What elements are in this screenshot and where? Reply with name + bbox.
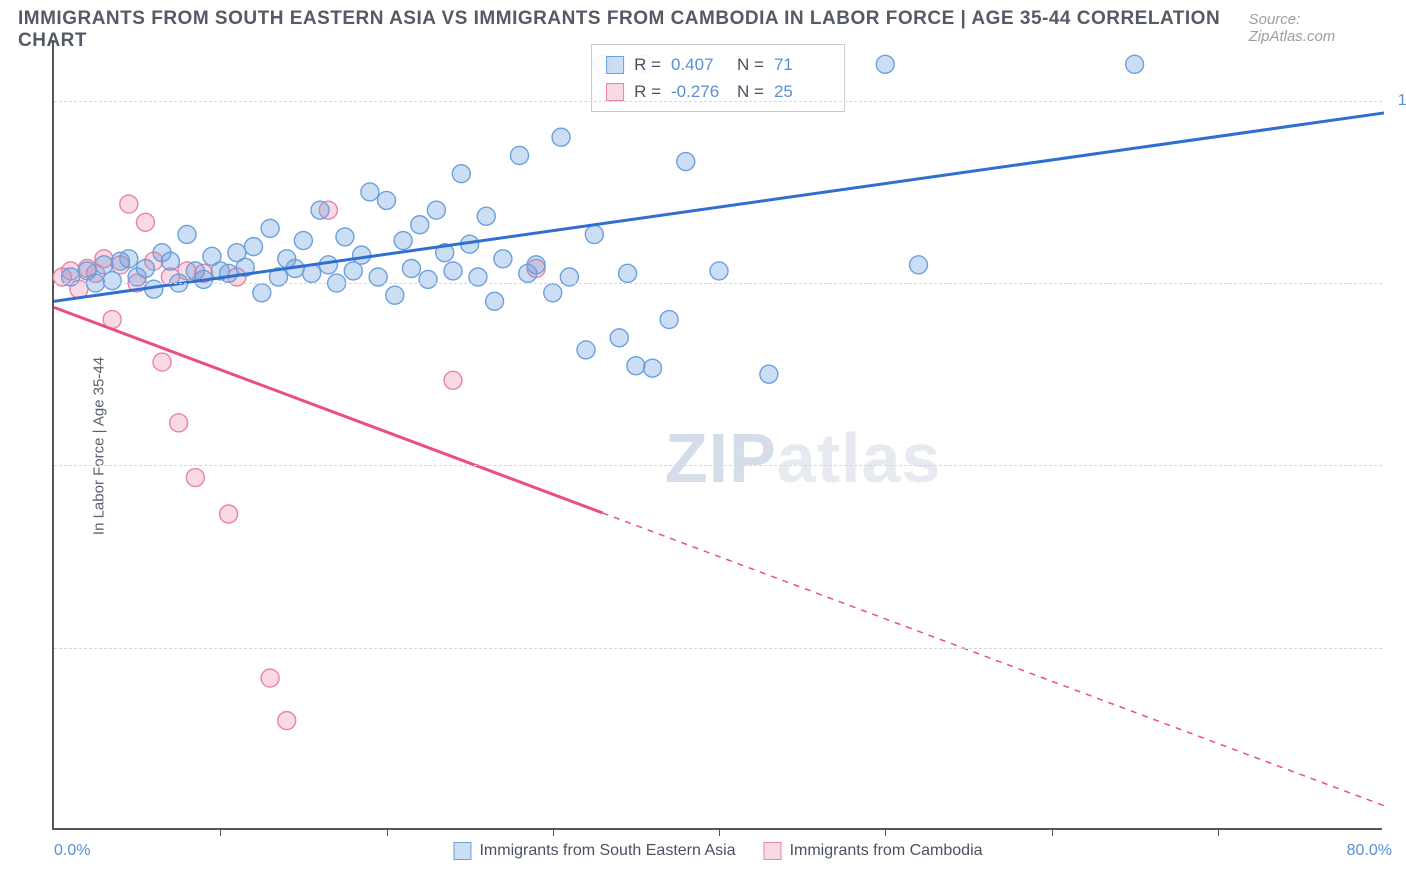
data-point: [120, 195, 138, 213]
data-point: [486, 292, 504, 310]
data-point: [161, 252, 179, 270]
data-point: [511, 146, 529, 164]
data-point: [120, 250, 138, 268]
data-point: [427, 201, 445, 219]
gridline: [54, 283, 1382, 284]
data-point: [644, 359, 662, 377]
data-point: [402, 259, 420, 277]
data-point: [527, 256, 545, 274]
data-point: [411, 216, 429, 234]
scatter-plot: [54, 40, 1382, 828]
legend-label-0: Immigrants from South Eastern Asia: [479, 842, 735, 860]
data-point: [677, 153, 695, 171]
stats-legend: R = 0.407 N = 71 R = -0.276 N = 25: [591, 44, 845, 112]
gridline: [54, 648, 1382, 649]
data-point: [103, 272, 121, 290]
data-point: [627, 357, 645, 375]
legend-swatch-1: [764, 842, 782, 860]
data-point: [394, 232, 412, 250]
data-point: [452, 165, 470, 183]
data-point: [95, 256, 113, 274]
n-value-0: 71: [774, 51, 830, 78]
data-point: [186, 469, 204, 487]
y-tick-label: 70.0%: [1392, 456, 1406, 474]
data-point: [477, 207, 495, 225]
data-point: [494, 250, 512, 268]
data-point: [619, 264, 637, 282]
data-point: [294, 232, 312, 250]
legend-swatch-0: [453, 842, 471, 860]
data-point: [378, 191, 396, 209]
data-point: [311, 201, 329, 219]
data-point: [444, 371, 462, 389]
data-point: [178, 225, 196, 243]
data-point: [245, 238, 263, 256]
x-axis-end: 80.0%: [1347, 842, 1392, 860]
data-point: [660, 311, 678, 329]
data-point: [278, 712, 296, 730]
x-tick: [387, 828, 388, 836]
gridline: [54, 465, 1382, 466]
data-point: [253, 284, 271, 302]
data-point: [910, 256, 928, 274]
data-point: [344, 262, 362, 280]
x-tick: [220, 828, 221, 836]
data-point: [610, 329, 628, 347]
legend-label-1: Immigrants from Cambodia: [790, 842, 983, 860]
data-point: [444, 262, 462, 280]
r-value-0: 0.407: [671, 51, 727, 78]
stats-row-0: R = 0.407 N = 71: [606, 51, 830, 78]
y-tick-label: 55.0%: [1392, 639, 1406, 657]
data-point: [760, 365, 778, 383]
data-point: [336, 228, 354, 246]
data-point: [136, 259, 154, 277]
data-point: [261, 669, 279, 687]
data-point: [136, 213, 154, 231]
data-point: [710, 262, 728, 280]
x-tick: [885, 828, 886, 836]
swatch-pink: [606, 83, 624, 101]
data-point: [153, 353, 171, 371]
legend-item-1: Immigrants from Cambodia: [764, 842, 983, 860]
data-point: [419, 270, 437, 288]
data-point: [552, 128, 570, 146]
data-point: [577, 341, 595, 359]
x-tick: [719, 828, 720, 836]
data-point: [353, 246, 371, 264]
data-point: [361, 183, 379, 201]
bottom-legend: Immigrants from South Eastern Asia Immig…: [453, 842, 982, 860]
data-point: [170, 414, 188, 432]
data-point: [220, 264, 238, 282]
y-tick-label: 85.0%: [1392, 274, 1406, 292]
y-tick-label: 100.0%: [1392, 92, 1406, 110]
data-point: [544, 284, 562, 302]
data-point: [261, 219, 279, 237]
data-point: [585, 225, 603, 243]
x-tick: [1218, 828, 1219, 836]
x-axis-start: 0.0%: [54, 842, 90, 860]
gridline: [54, 101, 1382, 102]
data-point: [1126, 55, 1144, 73]
swatch-blue: [606, 56, 624, 74]
data-point: [220, 505, 238, 523]
regression-line-dashed: [603, 513, 1384, 806]
x-tick: [1052, 828, 1053, 836]
data-point: [876, 55, 894, 73]
legend-item-0: Immigrants from South Eastern Asia: [453, 842, 735, 860]
chart-area: ZIPatlas R = 0.407 N = 71 R = -0.276 N =…: [52, 40, 1382, 830]
x-tick: [553, 828, 554, 836]
data-point: [386, 286, 404, 304]
regression-line-solid: [54, 307, 603, 513]
